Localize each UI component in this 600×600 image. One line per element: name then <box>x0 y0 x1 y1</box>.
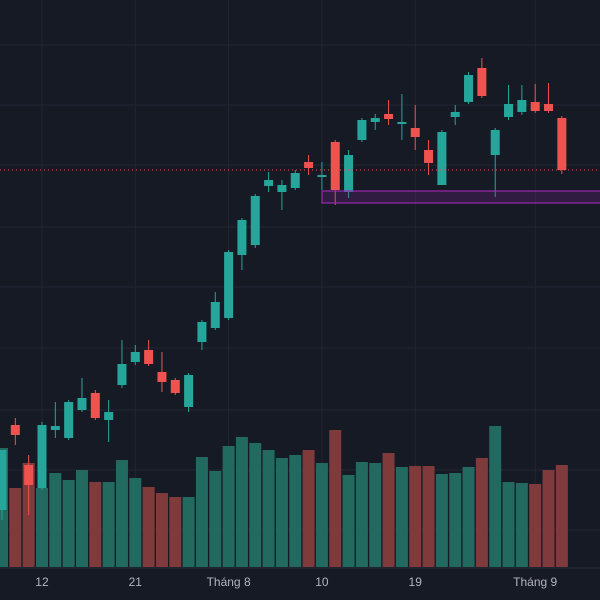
volume-bar <box>475 458 488 567</box>
candle-body <box>450 112 460 117</box>
candle-body <box>144 350 154 364</box>
candle-body <box>237 220 247 255</box>
candle-body <box>424 150 434 163</box>
candle-body <box>0 450 7 510</box>
candle-body <box>37 425 47 488</box>
candle-body <box>370 118 380 122</box>
volume-bar <box>449 473 462 567</box>
volume-bar <box>9 488 22 567</box>
volume-bar <box>262 450 275 567</box>
x-tick-label: 21 <box>129 575 143 589</box>
volume-bar <box>542 470 555 567</box>
candle-body <box>330 142 340 190</box>
volume-bar <box>89 482 102 567</box>
candle-body <box>437 132 447 185</box>
volume-bar <box>369 463 382 567</box>
candle-body <box>24 465 34 485</box>
candle-body <box>184 375 194 407</box>
candle-body <box>210 302 220 328</box>
volume-bar <box>222 446 235 567</box>
candle-body <box>357 120 367 140</box>
candle-body <box>277 185 287 192</box>
candle-body <box>317 175 327 177</box>
volume-bar <box>355 462 368 567</box>
candle-body <box>504 104 514 117</box>
volume-bar <box>115 460 128 567</box>
volume-bar <box>249 443 262 567</box>
volume-bar <box>275 458 288 567</box>
volume-bar <box>342 475 355 567</box>
candle-body <box>90 393 100 418</box>
volume-bar <box>169 497 182 567</box>
volume-bar <box>182 497 195 567</box>
volume-bar <box>302 450 315 567</box>
volume-bar <box>35 488 48 567</box>
volume-bar <box>209 471 222 567</box>
candle-body <box>410 128 420 137</box>
candle-body <box>517 100 527 112</box>
volume-bar <box>395 467 408 567</box>
x-tick-label: 19 <box>409 575 423 589</box>
volume-bar <box>555 465 568 567</box>
candle-body <box>64 402 74 438</box>
x-tick-label: Tháng 9 <box>513 575 557 589</box>
candle-body <box>464 75 474 102</box>
volume-bar <box>195 457 208 567</box>
volume-bar <box>289 455 302 567</box>
volume-bar <box>102 482 115 567</box>
x-tick-label: 12 <box>35 575 49 589</box>
volume-bar <box>422 466 435 567</box>
volume-bar <box>329 430 342 567</box>
candle-body <box>304 162 314 168</box>
volume-bar <box>502 482 515 567</box>
candle-body <box>157 372 167 382</box>
candle-body <box>250 196 260 245</box>
candle-body <box>530 102 540 111</box>
x-tick-label: Tháng 8 <box>207 575 251 589</box>
zone-box <box>321 190 600 204</box>
volume-bar <box>155 493 168 567</box>
volume-bar <box>235 437 248 567</box>
candle-body <box>344 155 354 192</box>
candle-body <box>490 130 500 155</box>
candle-body <box>77 398 87 410</box>
candle-body <box>264 180 274 186</box>
candle-body <box>544 104 554 111</box>
candle-body <box>557 118 567 170</box>
candle-body <box>397 122 407 124</box>
candle-body <box>224 252 234 318</box>
volume-bar <box>435 474 448 567</box>
candle-body <box>10 425 20 435</box>
volume-bar <box>142 487 155 567</box>
candle-body <box>130 352 140 362</box>
candle-body <box>50 426 60 430</box>
volume-bar <box>49 473 62 567</box>
volume-bar <box>462 467 475 567</box>
volume-bar <box>409 466 422 567</box>
volume-bar <box>75 470 88 567</box>
candle-body <box>117 364 127 385</box>
volume-bar <box>382 453 395 567</box>
candle-body <box>104 412 114 420</box>
candle-body <box>477 68 487 96</box>
volume-bar <box>129 478 142 567</box>
volume-bar <box>62 480 75 567</box>
volume-bar <box>515 483 528 567</box>
candle-body <box>197 322 207 342</box>
volume-bar <box>315 463 328 567</box>
x-tick-label: 10 <box>315 575 329 589</box>
candle-body <box>384 114 394 119</box>
candle-body <box>170 380 180 393</box>
volume-bar <box>529 484 542 567</box>
volume-bar <box>489 426 502 567</box>
candle-body <box>290 173 300 188</box>
